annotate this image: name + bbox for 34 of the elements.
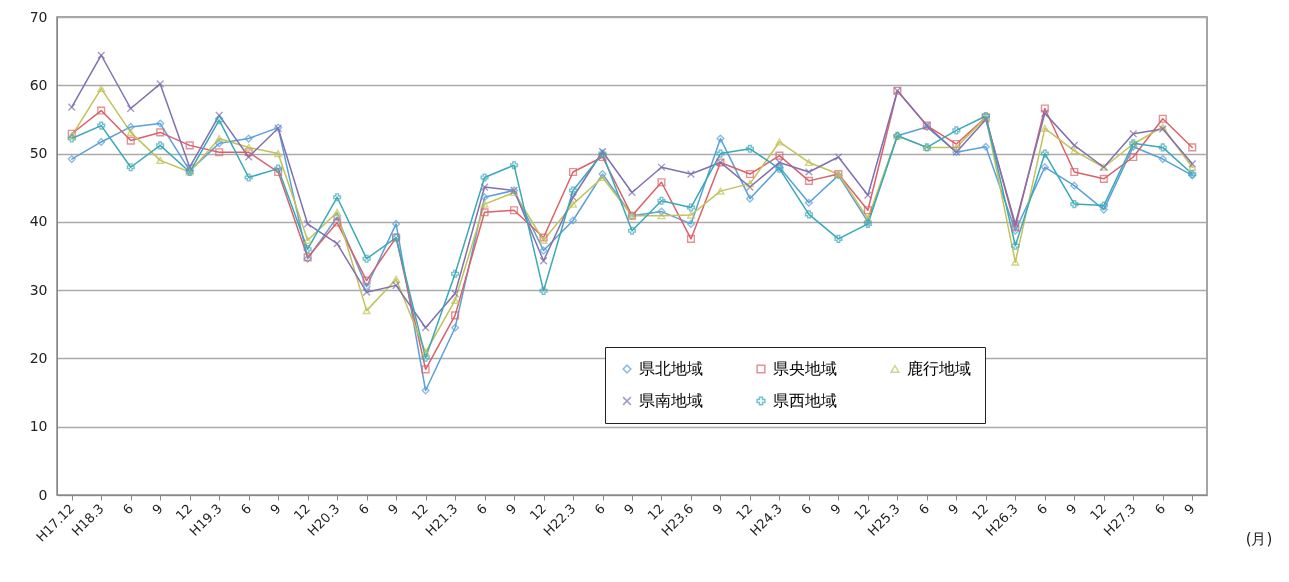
legend-label: 県西地域	[773, 391, 837, 410]
x-tick-label: 9	[1063, 500, 1080, 518]
x-tick-label: 6	[237, 500, 255, 518]
x-tick-label: 6	[473, 500, 491, 518]
x-tick-label: 9	[827, 500, 844, 518]
y-tick-label: 60	[29, 76, 48, 93]
x-tick-label: 6	[591, 500, 608, 518]
x-tick-label: 6	[119, 500, 137, 518]
y-tick-label: 50	[29, 145, 48, 162]
legend-label: 県央地域	[773, 359, 837, 378]
text: (月)	[1245, 530, 1273, 548]
x-tick-label: 12	[733, 500, 756, 524]
x-tick-label: 6	[797, 500, 815, 518]
legend-label: 県北地域	[639, 359, 703, 378]
x-tick-label: 9	[709, 500, 726, 518]
y-tick-label: 30	[29, 281, 48, 298]
y-tick-label: 40	[29, 213, 48, 230]
x-tick-label: 9	[149, 500, 166, 518]
x-tick-label: 9	[503, 500, 520, 518]
x-tick-label: 9	[945, 500, 962, 518]
x-tick-label: 6	[915, 500, 933, 518]
legend-label: 県南地域	[639, 391, 703, 410]
x-tick-label: 9	[267, 500, 284, 518]
x-tick-label: 6	[1033, 500, 1051, 518]
y-tick-label: 20	[29, 349, 48, 366]
y-tick-label: 10	[29, 418, 48, 435]
y-tick-label: 0	[38, 486, 48, 503]
x-tick-label: 9	[385, 500, 402, 518]
x-tick-label: 9	[1181, 500, 1198, 518]
x-tick-label: 6	[1151, 500, 1169, 518]
x-tick-label: 6	[355, 500, 373, 518]
legend-label: 鹿行地域	[907, 359, 971, 378]
y-tick-label: 70	[29, 8, 48, 25]
x-tick-label: 9	[620, 500, 638, 518]
